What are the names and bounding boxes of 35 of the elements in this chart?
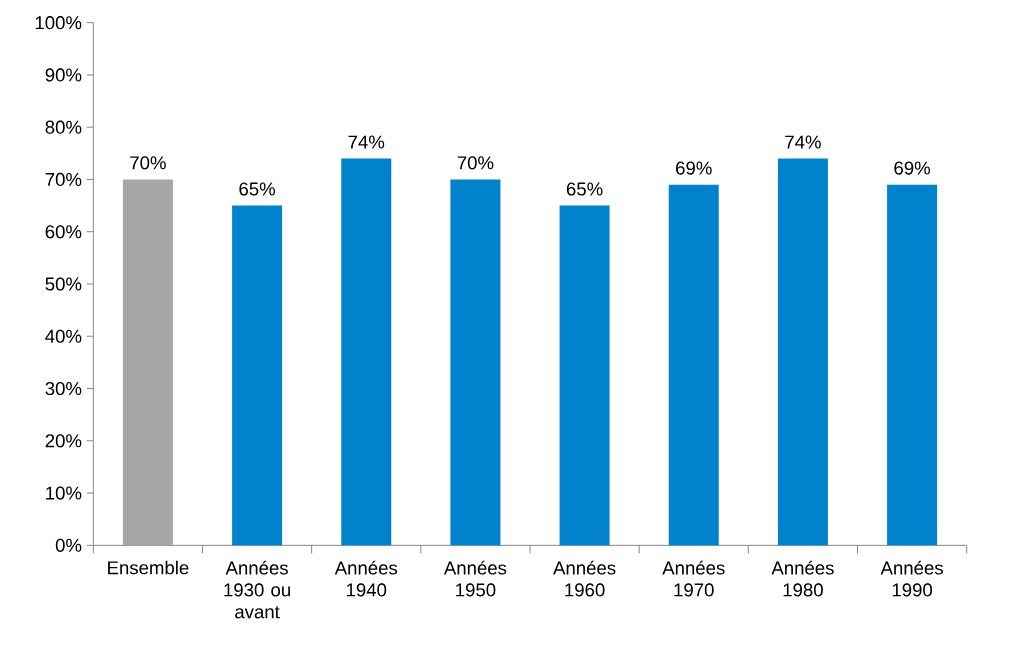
bar: [777, 158, 828, 546]
y-tick-label: 90%: [45, 68, 82, 82]
x-tick-label: Années 1980: [771, 560, 834, 597]
x-tick-label: Ensemble: [108, 560, 189, 575]
y-tick-label: 50%: [45, 277, 82, 291]
x-tick-label: Années 1940: [334, 560, 398, 597]
data-label: 69%: [894, 161, 931, 175]
bar: [887, 184, 938, 546]
x-tick-label: Années 1970: [662, 560, 725, 597]
data-label: 74%: [785, 135, 821, 149]
y-tick-label: 100%: [35, 16, 82, 30]
bar: [122, 179, 173, 546]
y-tick-label: 60%: [45, 225, 82, 239]
x-tick-label: Années 1950: [443, 560, 507, 597]
y-tick-label: 80%: [45, 120, 82, 134]
y-tick-label: 20%: [45, 434, 82, 448]
x-tick-label: Années 1960: [553, 560, 616, 597]
y-tick-label: 40%: [45, 329, 82, 343]
data-label: 65%: [239, 182, 276, 196]
data-label: 65%: [566, 182, 603, 196]
y-tick-label: 0%: [55, 538, 82, 552]
data-label: 69%: [676, 161, 712, 175]
bar: [559, 205, 610, 546]
y-tick-label: 10%: [46, 486, 82, 500]
data-label: 70%: [457, 156, 494, 170]
bar: [668, 184, 719, 546]
x-tick-label: Années 1990: [880, 560, 943, 597]
y-tick-label: 70%: [45, 172, 82, 187]
bar: [341, 158, 392, 546]
y-tick-label: 30%: [45, 381, 82, 396]
data-label: 74%: [348, 135, 385, 149]
bar: [450, 179, 501, 546]
x-tick-label: Années 1930 ou avant: [224, 560, 290, 619]
bar: [232, 205, 283, 546]
data-label: 70%: [130, 156, 166, 170]
